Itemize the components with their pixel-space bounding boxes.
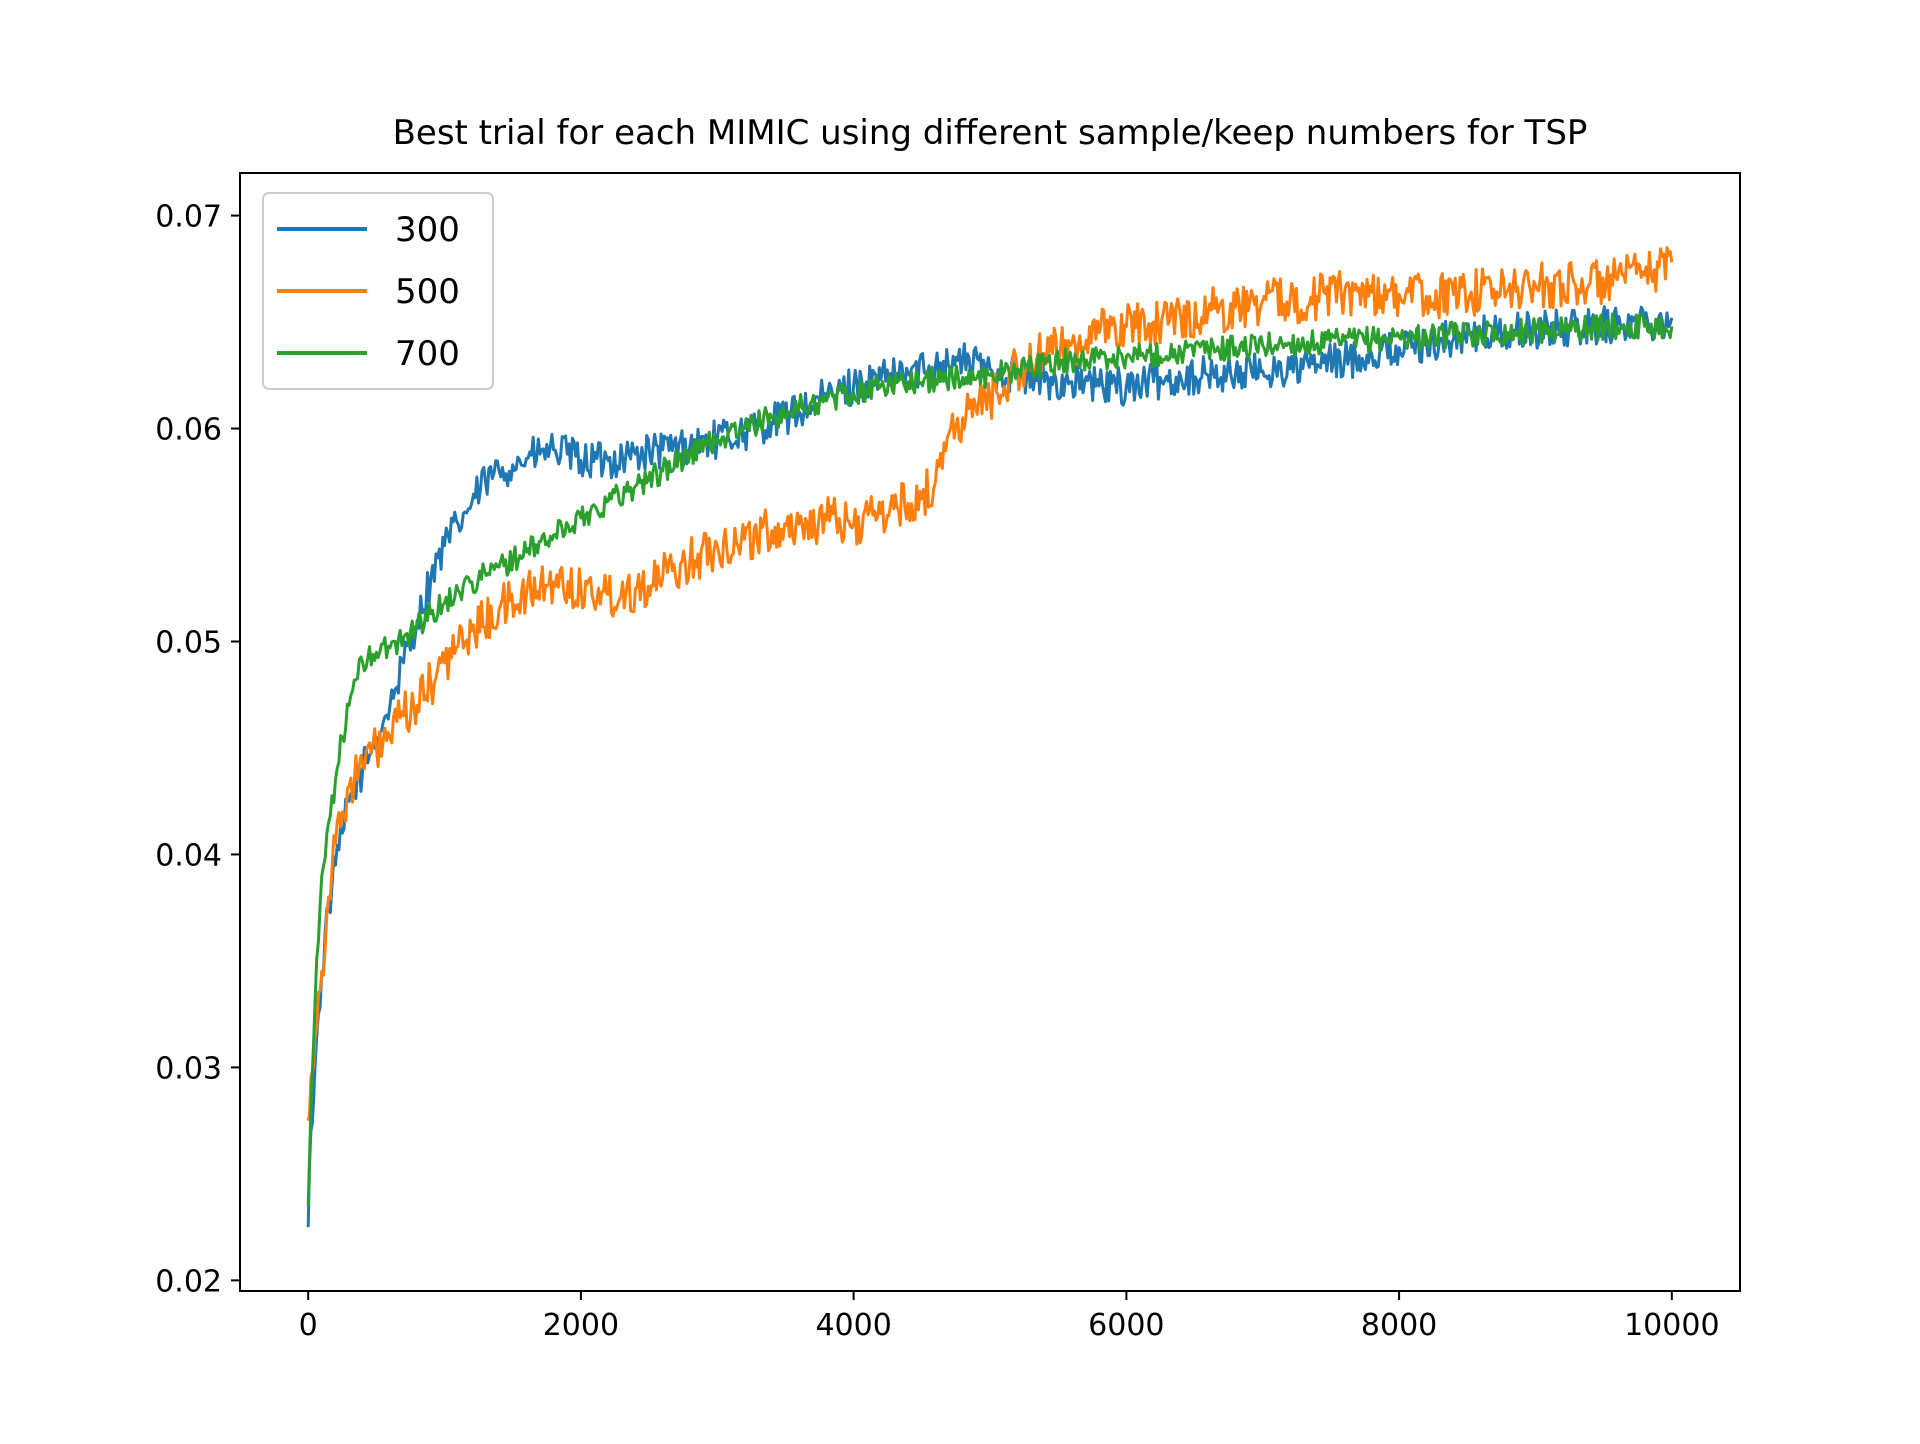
chart-title: Best trial for each MIMIC using differen… [393,113,1588,153]
legend-label-500: 500 [395,272,460,312]
x-tick-label: 6000 [1088,1308,1164,1343]
x-tick-label: 10000 [1624,1308,1719,1343]
y-tick-label: 0.02 [155,1264,222,1299]
legend: 300 500 700 [262,192,494,390]
y-tick-label: 0.04 [155,838,222,873]
y-axis: 0.02 0.03 0.04 0.05 0.06 0.07 [155,200,240,1299]
series-line-700 [306,312,1674,1206]
x-axis: 0 2000 4000 6000 8000 10000 [299,1291,1720,1343]
legend-label-700: 700 [395,334,460,374]
y-tick-label: 0.05 [155,625,222,660]
y-tick-label: 0.03 [155,1051,222,1086]
x-tick-label: 8000 [1361,1308,1437,1343]
y-tick-label: 0.06 [155,413,222,448]
plot-frame [239,172,1741,1292]
plot-area [239,172,1741,1292]
x-tick-label: 0 [299,1308,318,1343]
x-tick-label: 2000 [543,1308,619,1343]
legend-box [262,192,494,390]
y-tick-label: 0.07 [155,200,222,235]
series-layer [306,246,1674,1228]
legend-label-300: 300 [395,210,460,250]
x-tick-label: 4000 [815,1308,891,1343]
